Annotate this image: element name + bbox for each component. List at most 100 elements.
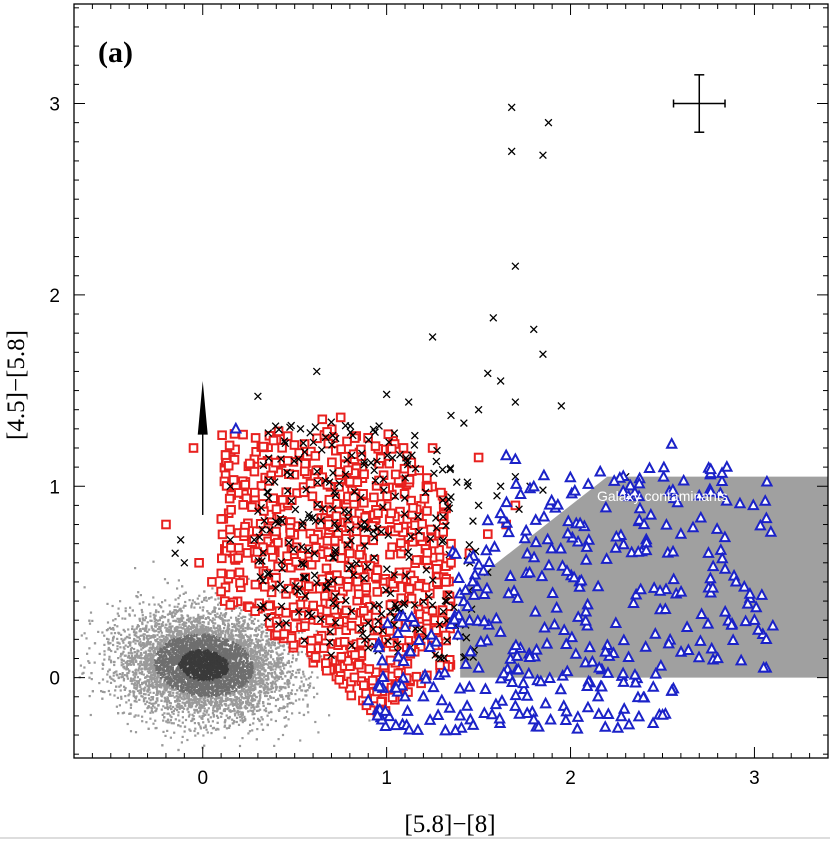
- field-star-point: [238, 681, 241, 684]
- field-star-point: [217, 694, 221, 697]
- field-star-point: [186, 670, 189, 673]
- field-star-point: [192, 718, 196, 721]
- field-star-point: [275, 688, 278, 691]
- field-star-point: [212, 624, 215, 627]
- field-star-point: [159, 680, 162, 683]
- field-star-point: [220, 612, 223, 615]
- field-star-point: [231, 687, 234, 690]
- field-star-point: [107, 648, 110, 651]
- field-star-point: [177, 711, 180, 714]
- field-star-point: [132, 677, 135, 681]
- field-star-point: [210, 641, 213, 644]
- field-star-point: [201, 639, 204, 642]
- field-star-point: [173, 642, 176, 646]
- field-star-point: [86, 652, 89, 655]
- field-star-point: [120, 695, 123, 698]
- field-star-point: [260, 668, 263, 671]
- field-star-point: [172, 705, 175, 709]
- field-star-point: [190, 606, 193, 609]
- field-star-point: [184, 660, 187, 663]
- field-star-point: [169, 666, 172, 669]
- field-star-point: [240, 643, 243, 646]
- field-star-point: [187, 683, 191, 686]
- field-star-point: [231, 633, 234, 636]
- field-star-point: [188, 728, 191, 731]
- field-star-point: [198, 632, 201, 636]
- field-star-point: [183, 652, 186, 655]
- field-star-point: [153, 702, 156, 705]
- field-star-point: [228, 689, 231, 692]
- field-star-point: [162, 638, 165, 641]
- field-star-point: [226, 698, 229, 702]
- field-star-point: [118, 704, 121, 707]
- field-star-point: [150, 625, 153, 628]
- field-star-point: [188, 713, 191, 716]
- field-star-point: [247, 639, 250, 642]
- field-star-point: [257, 673, 260, 676]
- field-star-point: [160, 678, 163, 681]
- field-star-point: [133, 684, 136, 687]
- field-star-point: [245, 653, 248, 656]
- field-star-point: [231, 657, 235, 660]
- field-star-point: [204, 700, 207, 703]
- field-star-point: [247, 577, 250, 580]
- field-star-point: [196, 662, 200, 665]
- field-star-point: [110, 627, 113, 631]
- field-star-point: [131, 627, 134, 631]
- field-star-point: [205, 678, 208, 681]
- field-star-point: [251, 667, 254, 670]
- field-star-point: [192, 715, 195, 718]
- field-star-point: [249, 689, 252, 692]
- field-star-point: [198, 723, 201, 726]
- field-star-point: [209, 674, 212, 677]
- field-star-point: [233, 624, 236, 628]
- field-star-point: [230, 671, 233, 674]
- field-star-point: [132, 630, 136, 634]
- field-star-point: [182, 659, 185, 662]
- field-star-point: [152, 560, 155, 563]
- field-star-point: [260, 626, 264, 629]
- field-star-point: [273, 690, 276, 693]
- field-star-point: [253, 670, 256, 673]
- field-star-point: [103, 643, 106, 646]
- field-star-point: [207, 621, 210, 624]
- field-star-point: [126, 677, 129, 680]
- field-star-point: [210, 627, 213, 630]
- field-star-point: [228, 684, 231, 687]
- field-star-point: [204, 669, 207, 673]
- field-star-point: [164, 684, 167, 688]
- field-star-point: [106, 673, 109, 676]
- field-star-point: [146, 684, 149, 687]
- field-star-point: [222, 647, 225, 650]
- field-star-point: [130, 654, 134, 657]
- field-star-point: [178, 719, 181, 722]
- field-star-point: [193, 624, 196, 627]
- field-star-point: [218, 638, 221, 641]
- field-star-point: [171, 688, 174, 691]
- field-star-point: [246, 680, 249, 683]
- field-star-point: [248, 662, 251, 665]
- field-star-point: [233, 655, 236, 658]
- field-star-point: [166, 705, 169, 709]
- field-star-point: [212, 609, 215, 613]
- field-star-point: [193, 697, 196, 700]
- field-star-point: [288, 694, 291, 697]
- field-star-point: [308, 686, 311, 689]
- field-star-point: [153, 630, 156, 633]
- field-star-point: [165, 699, 168, 702]
- field-star-point: [183, 703, 187, 706]
- field-star-point: [202, 621, 206, 624]
- field-star-point: [266, 714, 269, 717]
- field-star-point: [264, 649, 267, 652]
- field-star-point: [180, 741, 183, 744]
- field-star-point: [195, 652, 198, 655]
- field-star-point: [169, 634, 172, 637]
- field-star-point: [255, 696, 258, 699]
- field-star-point: [195, 660, 199, 663]
- field-star-point: [214, 650, 218, 653]
- field-star-point: [212, 677, 215, 680]
- field-star-point: [198, 715, 201, 718]
- field-star-point: [263, 687, 266, 690]
- field-star-point: [282, 698, 285, 701]
- field-star-point: [200, 647, 204, 650]
